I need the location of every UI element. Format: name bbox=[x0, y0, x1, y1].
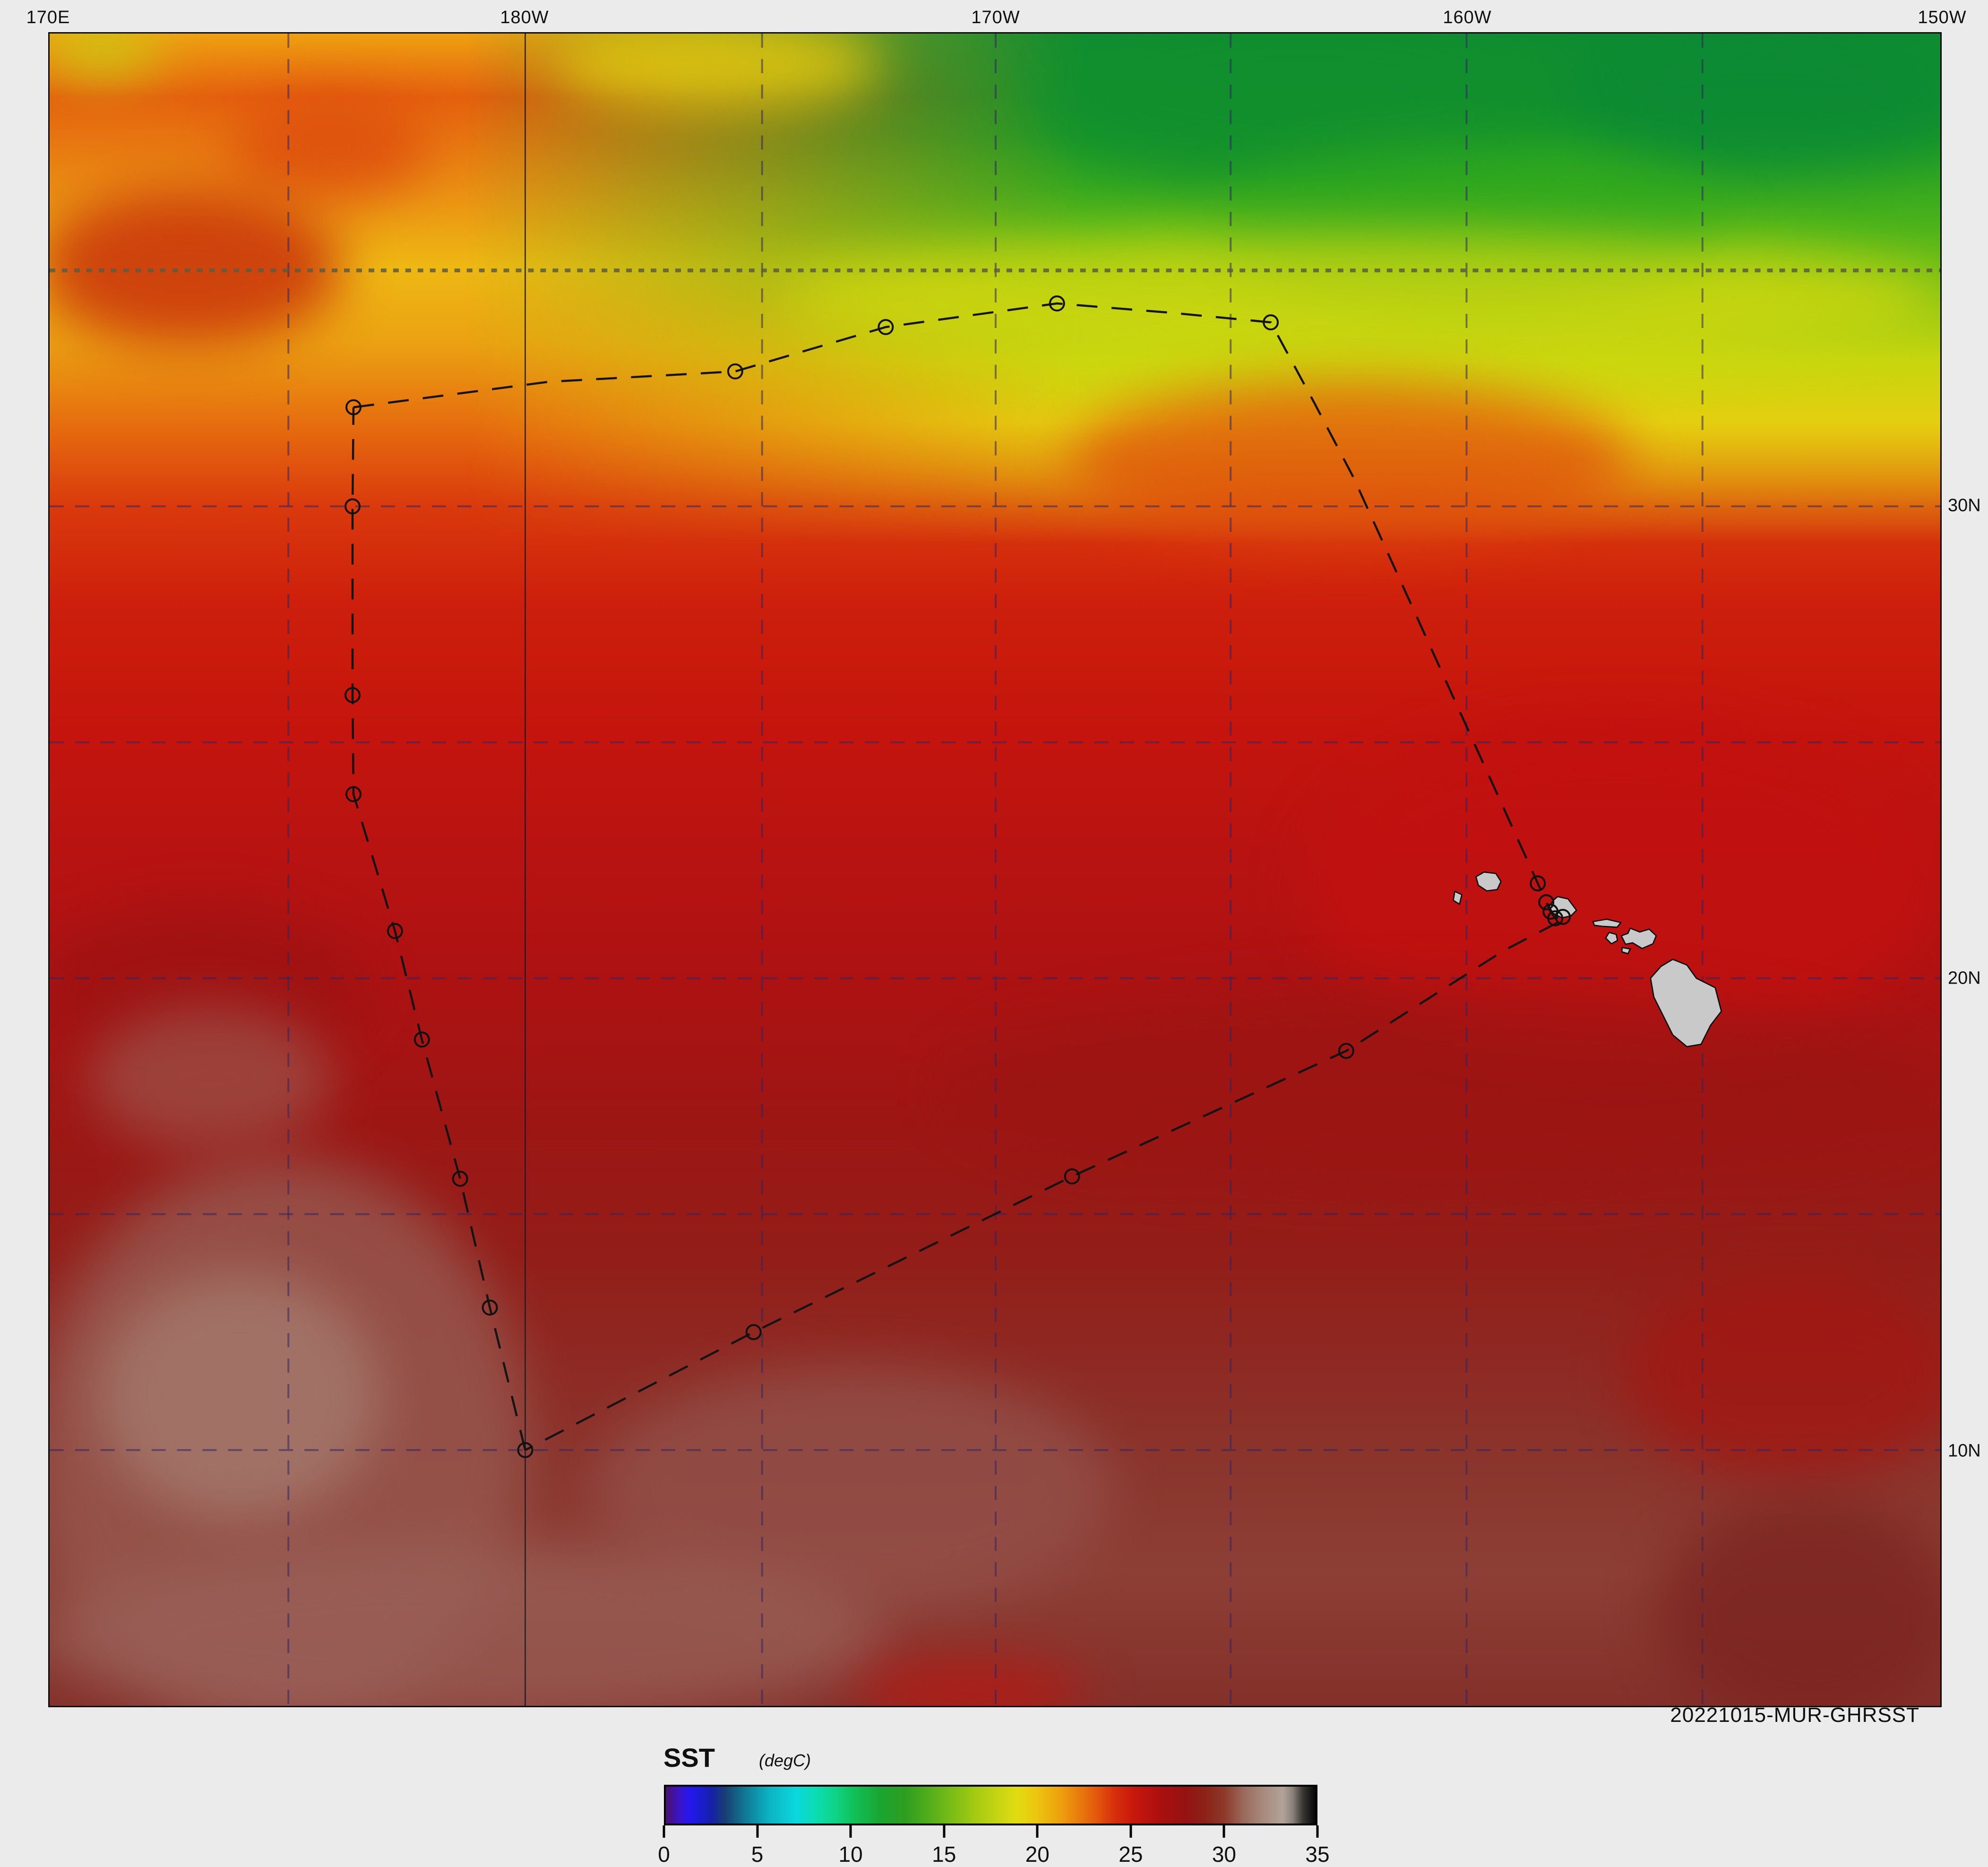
storm-track-marker bbox=[1338, 1043, 1354, 1059]
sst-blob bbox=[97, 1272, 380, 1518]
colorbar-tick-label-20: 20 bbox=[1025, 1842, 1050, 1867]
island-kahoolawe bbox=[1621, 947, 1631, 955]
sst-blob bbox=[782, 232, 1940, 364]
storm-track-marker bbox=[1049, 295, 1065, 312]
gridlines-group bbox=[50, 34, 1940, 1706]
colorbar-tick bbox=[849, 1825, 852, 1838]
storm-track-marker bbox=[1555, 908, 1571, 925]
colorbar-tick-label-35: 35 bbox=[1305, 1842, 1330, 1867]
colorbar-tick-label-25: 25 bbox=[1119, 1842, 1143, 1867]
colorbar-tick bbox=[1222, 1825, 1225, 1838]
axis-label-150W: 150W bbox=[1918, 8, 1967, 27]
colorbar-tick bbox=[663, 1825, 665, 1838]
sst-map-panel bbox=[48, 32, 1942, 1707]
colorbar-tick-label-5: 5 bbox=[751, 1842, 764, 1867]
storm-track-line-1 bbox=[525, 921, 1558, 1451]
colorbar-units: (degC) bbox=[759, 1751, 811, 1770]
axis-label-170E: 170E bbox=[26, 8, 70, 27]
map-overlay-svg bbox=[50, 34, 1940, 1706]
storm-track-marker bbox=[727, 363, 743, 380]
sst-blob bbox=[1623, 1272, 1940, 1480]
colorbar-tick bbox=[756, 1825, 759, 1838]
colorbar-tick bbox=[943, 1825, 946, 1838]
axis-label-170W: 170W bbox=[971, 8, 1020, 27]
sst-blob bbox=[87, 1007, 333, 1149]
storm-track-marker bbox=[1263, 314, 1279, 330]
colorbar-tick bbox=[1316, 1825, 1319, 1838]
storm-track-marker bbox=[1547, 910, 1564, 926]
sst-blob bbox=[947, 988, 1940, 1187]
storm-track-marker bbox=[482, 1299, 498, 1316]
storm-track-marker bbox=[452, 1170, 468, 1187]
sst-blob bbox=[50, 1546, 886, 1706]
axis-label-20N: 20N bbox=[1948, 968, 1981, 988]
sst-blob bbox=[551, 34, 881, 109]
island-hawaii-big-island bbox=[1650, 959, 1722, 1047]
island-niihau bbox=[1453, 890, 1463, 905]
storm-track-marker bbox=[344, 498, 361, 515]
storm-track-marker bbox=[387, 923, 403, 939]
storm-track-line-2 bbox=[351, 407, 526, 1451]
storm-track-marker bbox=[517, 1442, 534, 1458]
storm-track-marker bbox=[413, 1031, 430, 1048]
island-kauai bbox=[1475, 871, 1502, 892]
sst-blob bbox=[229, 95, 428, 199]
colorbar-tick bbox=[1129, 1825, 1132, 1838]
storm-track-marker bbox=[878, 319, 894, 335]
axis-label-160W: 160W bbox=[1443, 8, 1492, 27]
storm-track-marker bbox=[1538, 894, 1555, 910]
sst-blob bbox=[1066, 383, 1633, 539]
islands-group bbox=[1453, 871, 1722, 1047]
colorbar-title: SST bbox=[663, 1743, 715, 1772]
axis-label-180W: 180W bbox=[500, 8, 549, 27]
storm-track-marker bbox=[344, 687, 361, 703]
storm-track-marker bbox=[345, 786, 362, 803]
storm-track-marker bbox=[745, 1324, 762, 1340]
island-lanai bbox=[1605, 932, 1618, 945]
storm-track-marker bbox=[1064, 1168, 1080, 1184]
island-maui bbox=[1620, 927, 1657, 950]
sst-blob bbox=[1538, 34, 1940, 171]
storm-track-line-0 bbox=[353, 302, 1561, 920]
colorbar-tick-label-0: 0 bbox=[658, 1842, 670, 1867]
map-annotation: 20221015-MUR-GHRSST bbox=[1670, 1703, 1919, 1727]
colorbar-gradient-bar bbox=[664, 1785, 1317, 1825]
colorbar-tick-label-15: 15 bbox=[932, 1842, 956, 1867]
sst-blob bbox=[50, 190, 343, 346]
axis-label-10N: 10N bbox=[1948, 1441, 1981, 1461]
sst-blob bbox=[1656, 1499, 1940, 1706]
storm-track-marker bbox=[1530, 875, 1546, 891]
colorbar-tick-label-30: 30 bbox=[1212, 1842, 1237, 1867]
island-molokai bbox=[1592, 918, 1622, 928]
storm-track-group bbox=[344, 295, 1571, 1458]
storm-track-marker bbox=[345, 399, 362, 415]
colorbar-tick bbox=[1036, 1825, 1039, 1838]
axis-label-30N: 30N bbox=[1948, 495, 1981, 516]
colorbar-tick-label-10: 10 bbox=[838, 1842, 863, 1867]
